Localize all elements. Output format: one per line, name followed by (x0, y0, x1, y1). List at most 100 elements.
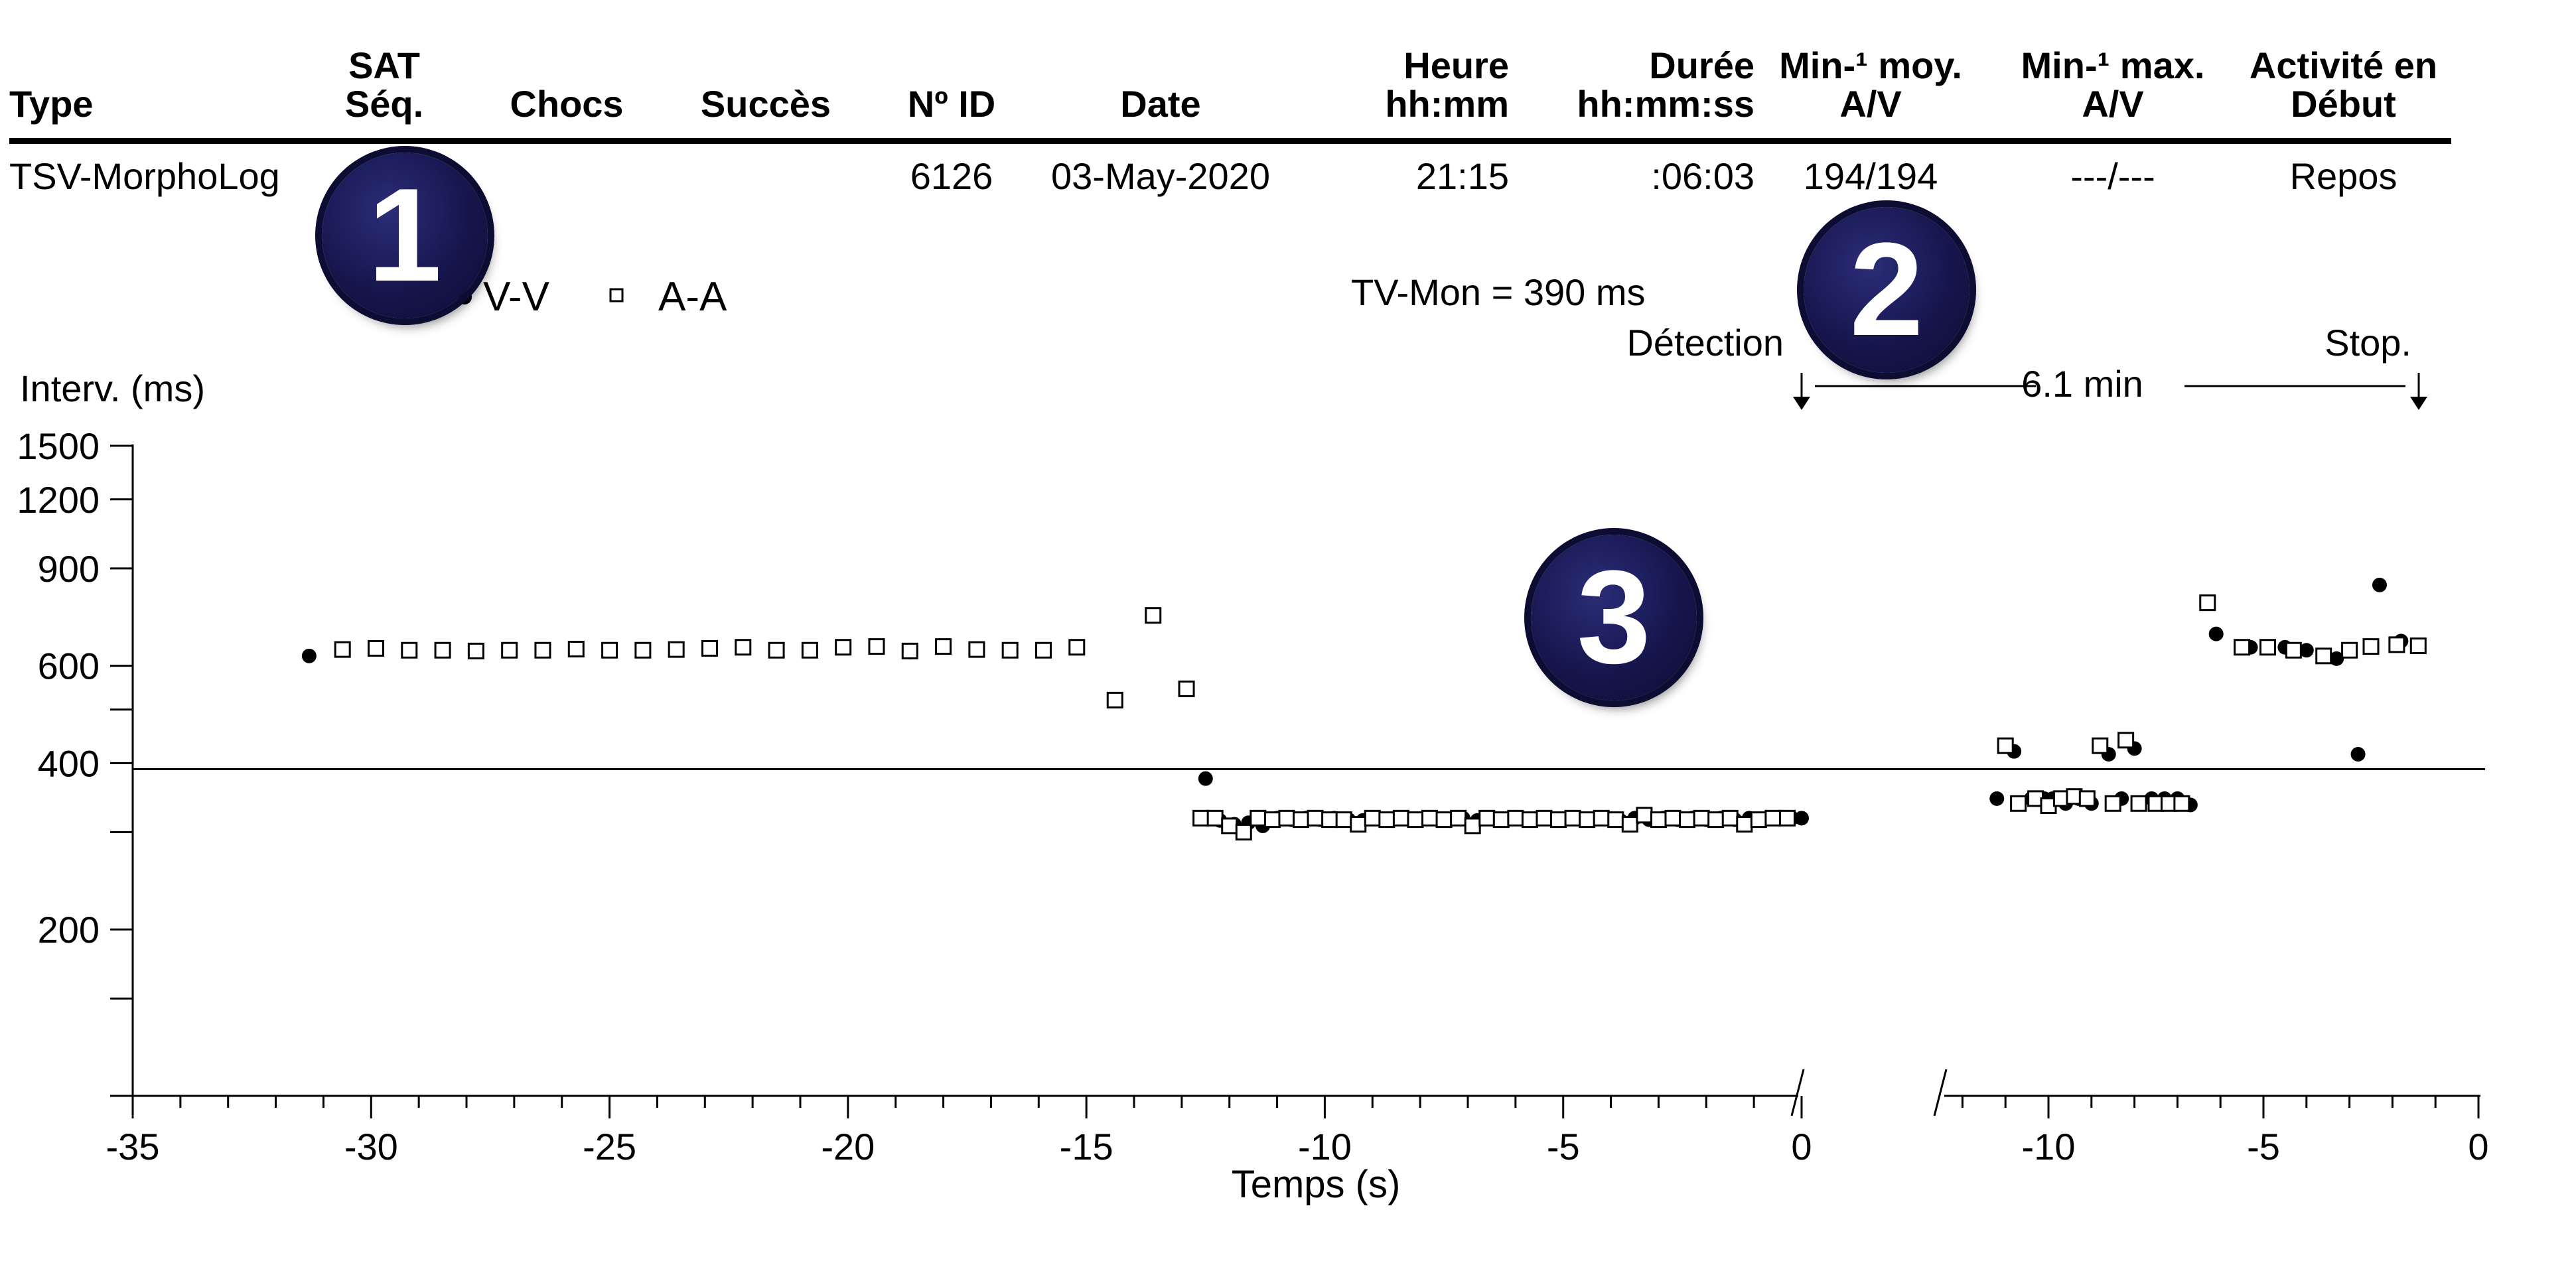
column-header-line: Type (9, 83, 94, 125)
column-header-date: Date (1031, 85, 1290, 123)
aa-point (1593, 809, 1610, 827)
column-header-sat: SAT Séq. (301, 46, 467, 123)
marker-start-label: Détection (1626, 322, 1784, 364)
cell-type: TSV-MorphoLog (9, 155, 280, 197)
aa-point (1350, 816, 1367, 833)
column-header-line: Date (1120, 83, 1201, 125)
cell-moy: 194/194 (1803, 155, 1938, 197)
aa-point (1478, 809, 1496, 827)
column-header-succes: Succès (666, 85, 865, 123)
report-table: Type SAT Séq. Chocs Succès Nº ID Date Heure hh:m… (9, 46, 2451, 196)
duration-label: 6.1 min (2021, 363, 2143, 405)
aa-point (1764, 809, 1782, 827)
aa-point (1278, 809, 1295, 827)
aa-point (768, 641, 785, 659)
x-tick-label: -10 (1298, 1126, 1352, 1168)
axis-break-mark (1790, 1069, 1805, 1116)
column-header-duree: Durée hh:mm:ss (1516, 46, 1754, 123)
aa-point (1693, 809, 1710, 827)
aa-point (1778, 809, 1796, 827)
vv-point (2350, 746, 2366, 762)
threshold-label: TV-Mon = 390 ms (1351, 271, 1646, 313)
cell-max: ---/--- (2070, 155, 2155, 197)
aa-point (601, 641, 618, 659)
column-header-line: Chocs (510, 83, 624, 125)
aa-point (2285, 641, 2302, 659)
aa-point (401, 641, 418, 659)
x-tick-label: -25 (583, 1126, 636, 1168)
vv-point (2372, 577, 2387, 592)
aa-point (1001, 641, 1019, 659)
aa-point (501, 641, 518, 659)
y-tick-label: 900 (38, 548, 100, 590)
legend-aa-marker (609, 288, 624, 302)
column-header-chocs: Chocs (467, 85, 666, 123)
aa-point (835, 639, 852, 656)
aa-point (1250, 809, 1267, 827)
aa-point (1536, 809, 1553, 827)
aa-point (1263, 811, 1281, 829)
aa-point (1235, 823, 1252, 840)
aa-point (1364, 809, 1381, 827)
aa-point (2315, 647, 2332, 665)
aa-point (1293, 811, 1309, 829)
callout-badge-2: 2 (1804, 207, 1969, 373)
axis-break-mark (1933, 1069, 1948, 1116)
aa-point (1721, 809, 1739, 827)
column-header-line: Min-¹ max. (2021, 44, 2205, 86)
aa-point (1221, 817, 1238, 835)
aa-point (1550, 811, 1567, 829)
aa-point (1464, 817, 1481, 835)
y-tick-label: 400 (38, 742, 100, 784)
aa-point (1564, 809, 1581, 827)
chart-legend: V-V A-A (457, 274, 727, 320)
aa-point (1068, 639, 1086, 656)
column-header-line: hh:mm (1385, 83, 1509, 125)
detection-arrow-head (1793, 397, 1810, 410)
aa-point (1492, 811, 1510, 829)
aa-point (1145, 607, 1162, 624)
column-header-line: A/V (2082, 83, 2144, 125)
aa-point (2130, 795, 2147, 812)
column-header-line: Min-¹ moy. (1779, 44, 1962, 86)
column-header-line: Séq. (344, 83, 424, 125)
x-tick-label: 0 (1791, 1126, 1812, 1168)
aa-point (1435, 811, 1453, 829)
aa-point (1664, 809, 1682, 827)
y-tick-label: 200 (38, 909, 100, 951)
aa-point (2117, 732, 2135, 749)
aa-point (2092, 737, 2109, 754)
aa-point (534, 641, 551, 659)
aa-point (1206, 809, 1224, 827)
x-axis: -35 -30 -25 -20 -15 -10 -5 0 -10 -5 0 (106, 1069, 2489, 1168)
column-header-moy: Min-¹ moy. A/V (1754, 46, 1987, 123)
column-header-line: SAT (348, 44, 420, 86)
aa-point (1321, 811, 1338, 829)
legend-vv-label: V-V (483, 274, 550, 320)
aa-point (367, 639, 384, 657)
aa-point (1507, 809, 1524, 827)
aa-point (467, 642, 484, 659)
aa-point (2362, 638, 2380, 655)
column-header-id: Nº ID (872, 85, 1031, 123)
y-tick-label: 600 (38, 645, 100, 687)
y-axis-title: Interv. (ms) (20, 368, 205, 409)
aa-point (1307, 809, 1324, 827)
cell-activite: Repos (2289, 155, 2397, 197)
column-header-type: Type (9, 85, 301, 123)
aa-point (1335, 811, 1352, 829)
aa-point (1521, 811, 1538, 829)
column-header-max: Min-¹ max. A/V (1993, 46, 2232, 123)
x-tick-label: -20 (821, 1126, 875, 1168)
aa-point (701, 639, 718, 657)
x-tick-label: -30 (344, 1126, 398, 1168)
aa-point (434, 641, 451, 659)
vv-point (1198, 771, 1213, 786)
aa-point (668, 641, 685, 658)
aa-point (801, 641, 818, 659)
aa-point (1421, 809, 1439, 827)
y-tick-label: 1200 (17, 479, 100, 521)
aa-point (1450, 809, 1467, 827)
y-axis: 1500 1200 900 600 400 200 (17, 425, 134, 1097)
x-tick-label: -15 (1060, 1126, 1113, 1168)
